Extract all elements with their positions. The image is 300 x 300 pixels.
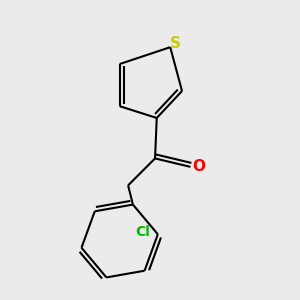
Text: O: O <box>192 159 206 174</box>
Text: S: S <box>170 36 181 51</box>
Text: Cl: Cl <box>135 225 150 238</box>
